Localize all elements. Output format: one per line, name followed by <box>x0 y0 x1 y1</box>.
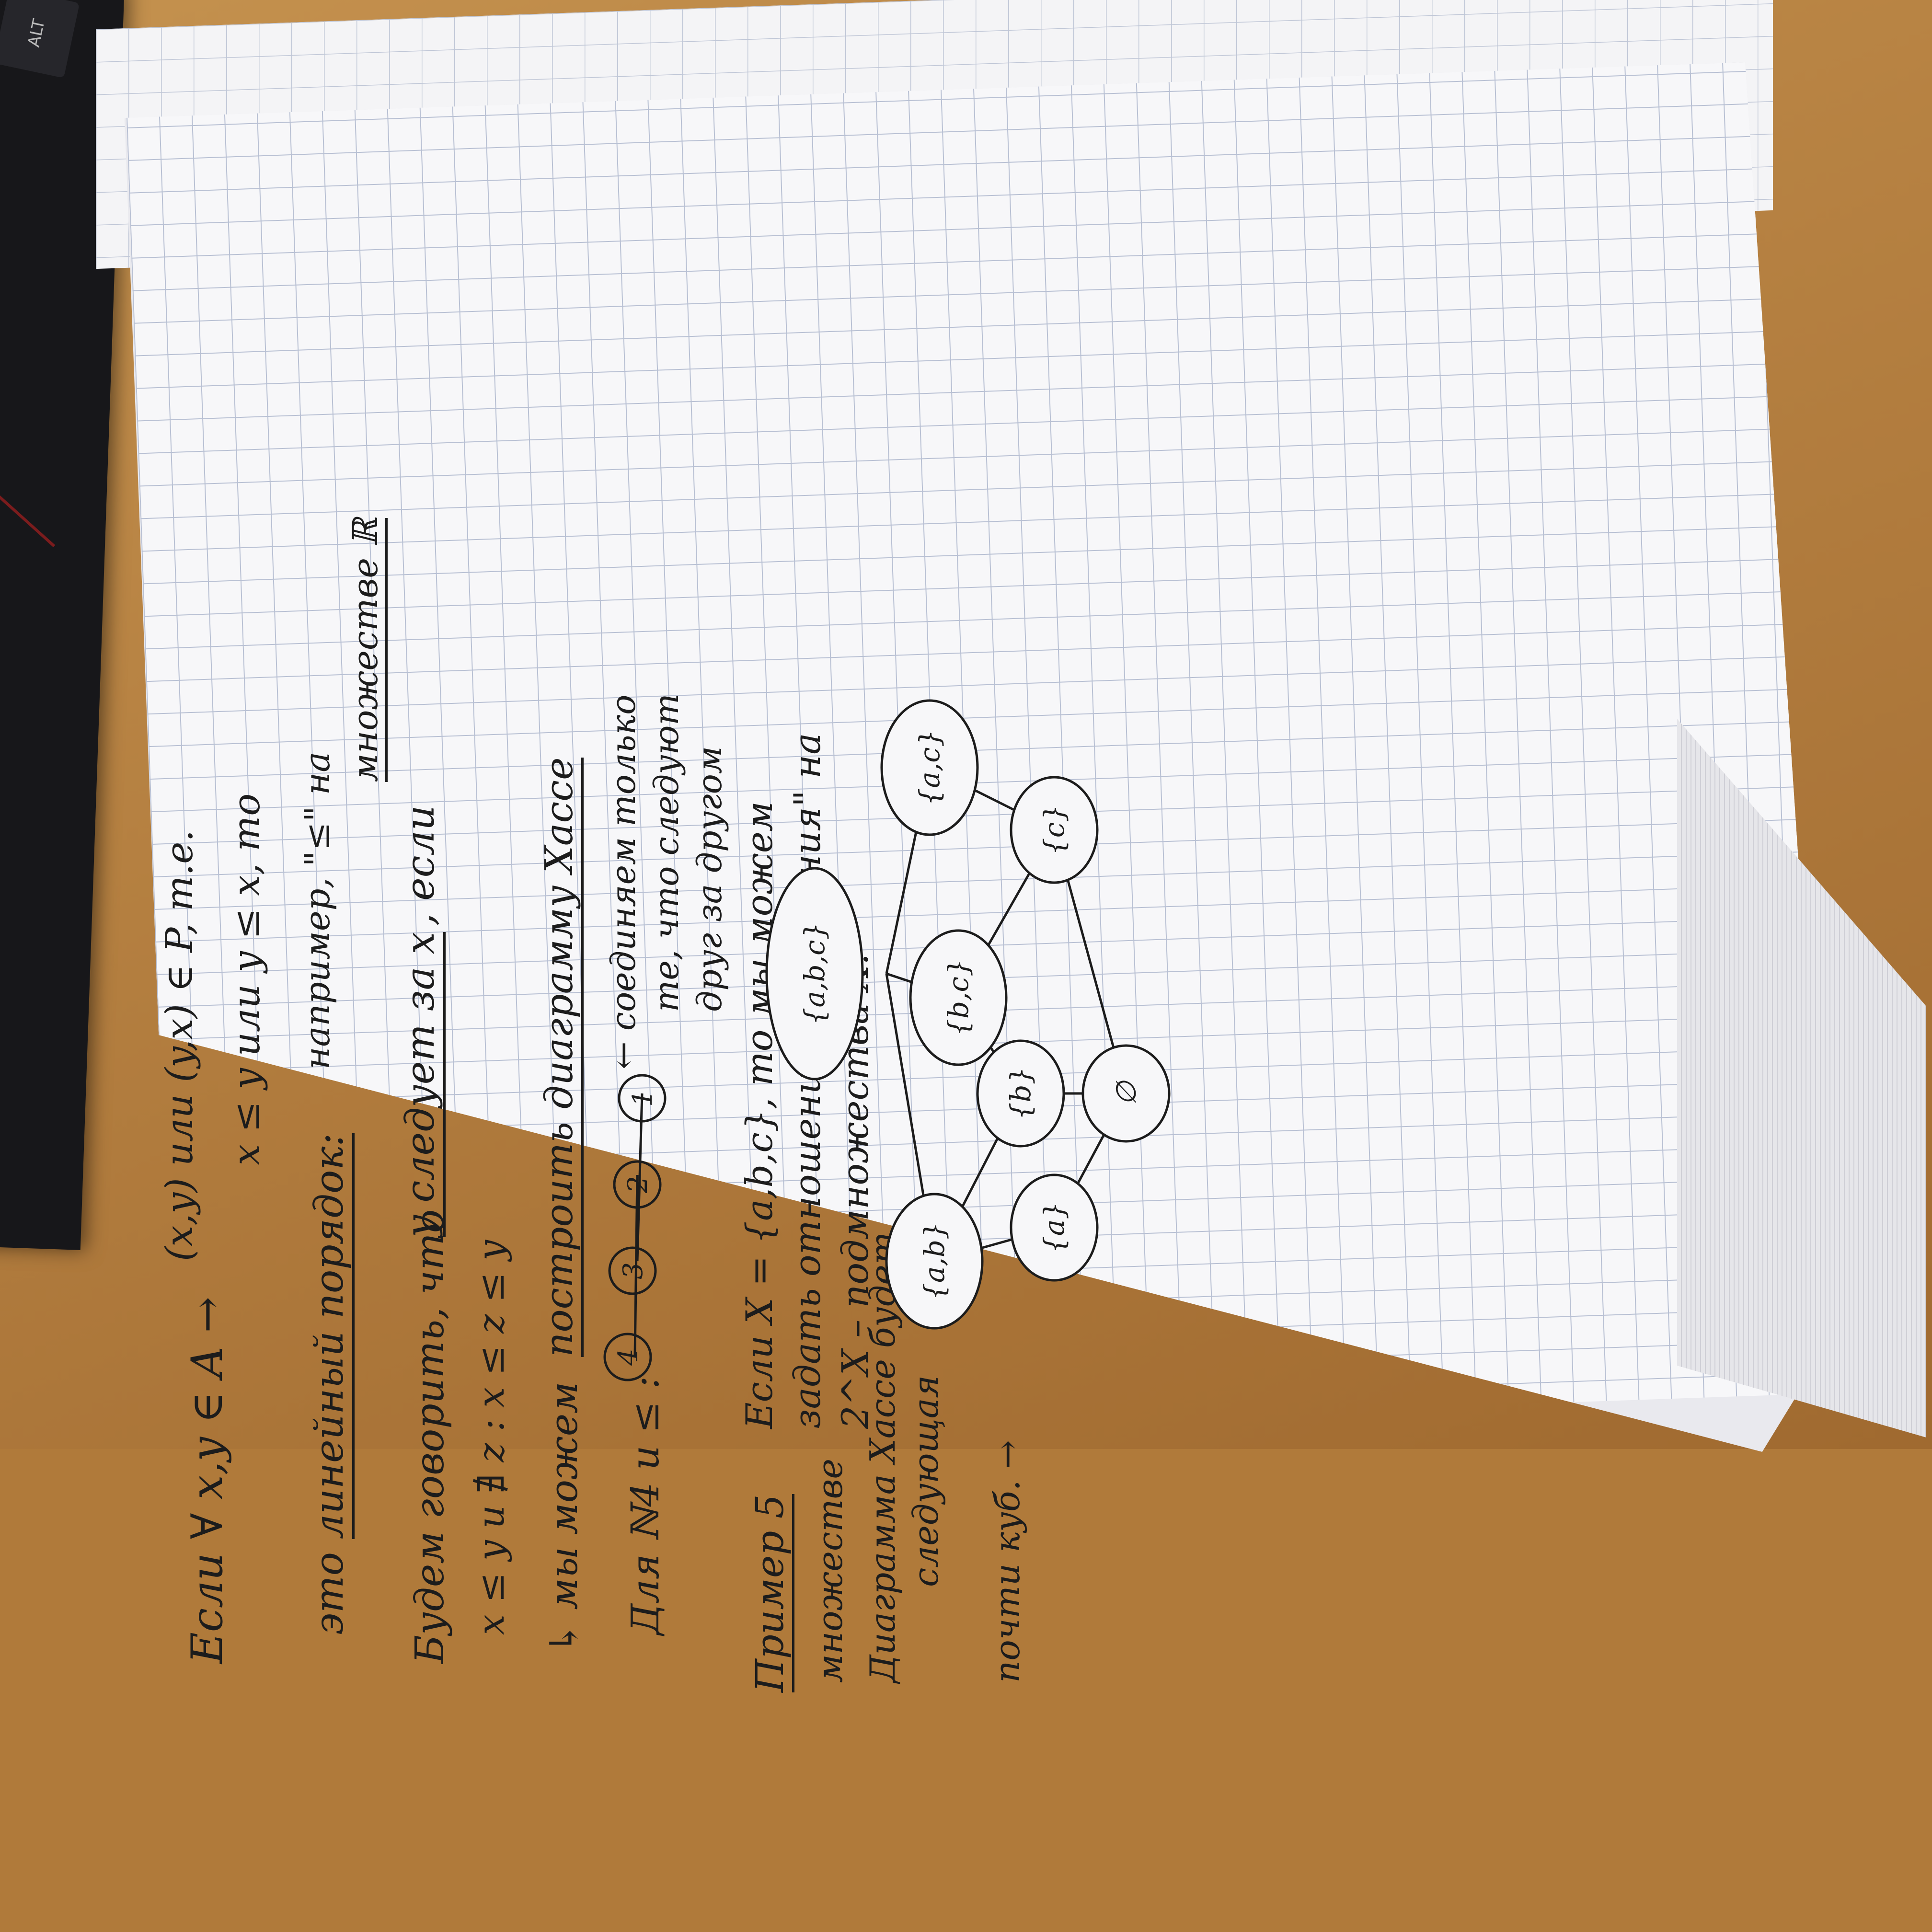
note-line-2-intro: это <box>307 1552 352 1635</box>
alt-key: ALT <box>0 0 80 78</box>
keyboard-red-light <box>0 474 56 548</box>
example-line-5: почти куб. → <box>987 1440 1027 1683</box>
example-line-4a: множестве <box>810 1458 850 1683</box>
photo-scene: ALT Если ∀ x,y ∈ A → (x,y) или (y,x) ∈ P… <box>0 0 1932 1692</box>
example-label: Пример 5 <box>748 1494 794 1692</box>
